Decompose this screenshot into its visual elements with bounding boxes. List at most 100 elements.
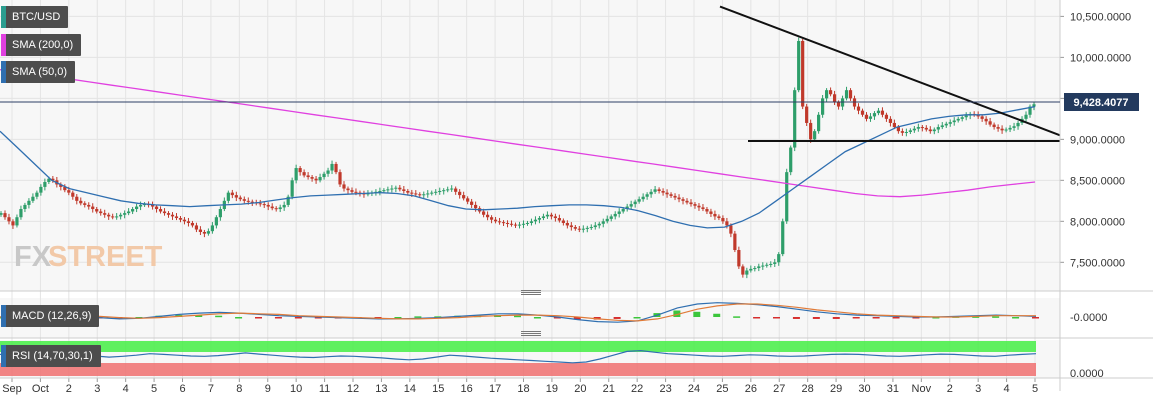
candle-body [7, 217, 11, 222]
candle-body [685, 200, 689, 203]
candle-body [466, 198, 470, 202]
candle-body [797, 40, 801, 91]
candle-body [980, 116, 984, 119]
candle-body [302, 172, 306, 176]
x-tick-label: 13 [375, 383, 387, 395]
candle-body [414, 193, 418, 195]
candle-body [801, 40, 805, 107]
macd-histogram-bar [633, 317, 641, 319]
x-tick-label: 23 [659, 383, 671, 395]
candle-body [737, 250, 741, 267]
macd-histogram-bar [553, 317, 561, 319]
macd-histogram-bar [1032, 317, 1039, 319]
pane-resize-handle-rsi[interactable] [521, 331, 541, 337]
candle-body [649, 191, 653, 195]
candle-body [79, 200, 83, 204]
rsi-overbought-band [0, 341, 1036, 352]
candle-body [406, 190, 410, 193]
candle-body [3, 213, 7, 218]
candle-body [23, 204, 27, 210]
candle-body [95, 209, 99, 212]
macd-histogram-bar [533, 317, 541, 319]
macd-histogram-bar [274, 317, 282, 319]
legend-rsi-label: RSI (14,70,30,1) [12, 350, 93, 362]
legend-pair-label: BTC/USD [12, 11, 61, 23]
candle-body [876, 110, 881, 114]
candle-body [892, 122, 897, 128]
candle-body [262, 204, 266, 206]
candle-body [310, 177, 314, 179]
x-tick-label: 18 [517, 383, 529, 395]
candle-body [665, 192, 669, 195]
macd-histogram-bar [972, 316, 980, 318]
candle-body [150, 204, 155, 207]
candle-body [573, 227, 577, 229]
candle-body [270, 206, 274, 209]
legend-pair[interactable]: BTC/USD [1, 6, 69, 28]
candle-body [31, 196, 35, 201]
candle-body [553, 216, 557, 219]
candle-body [178, 218, 183, 220]
candle-body [960, 117, 964, 119]
macd-histogram-bar [832, 317, 840, 319]
candle-body [505, 222, 510, 224]
candle-body [51, 178, 55, 181]
candle-body [565, 222, 569, 226]
descending-trendline [719, 5, 1061, 137]
candle-body [438, 190, 442, 192]
candle-body [593, 225, 597, 228]
x-tick-label: 16 [461, 383, 473, 395]
macd-histogram-bar [792, 317, 800, 319]
candle-body [19, 209, 23, 218]
candle-body [334, 163, 338, 173]
legend-sma200[interactable]: SMA (200,0) [1, 34, 82, 56]
candle-body [964, 115, 968, 118]
candle-body [194, 225, 199, 230]
candle-body [1000, 128, 1004, 131]
candle-body [509, 223, 514, 225]
x-tick-label: 26 [745, 383, 757, 395]
legend-macd[interactable]: MACD (12,26,9) [1, 305, 100, 327]
macd-histogram-bar [693, 311, 701, 317]
macd-histogram-bar [514, 315, 521, 318]
candle-body [809, 122, 813, 140]
x-tick-label: 3 [975, 383, 981, 395]
pane-resize-handle-macd[interactable] [521, 290, 541, 296]
candle-body [63, 186, 67, 191]
candle-body [669, 194, 673, 196]
macd-histogram-bar [872, 317, 880, 319]
candle-body [87, 204, 91, 207]
candle-body [729, 225, 733, 234]
candle-body [805, 106, 809, 123]
candle-body [641, 196, 645, 200]
legend-sma50[interactable]: SMA (50,0) [1, 61, 76, 83]
candle-body [856, 106, 861, 111]
rsi-swatch [1, 345, 6, 367]
macd-histogram-bar [314, 317, 322, 319]
sma200-swatch [1, 34, 6, 56]
legend-rsi[interactable]: RSI (14,70,30,1) [1, 345, 101, 367]
candle-body [1004, 129, 1008, 131]
candle-body [346, 188, 350, 191]
candle-body [158, 209, 163, 212]
sma50-line [0, 105, 1036, 229]
candle-body [577, 228, 581, 230]
candle-body [689, 202, 693, 205]
candle-body [226, 192, 230, 201]
rsi-panel [0, 341, 1037, 376]
candle-body [789, 147, 793, 173]
candle-body [773, 262, 777, 264]
candle-body [769, 263, 773, 265]
y-tick-label: 8,500.0000 [1070, 175, 1125, 187]
rsi-oversold-band [0, 363, 1036, 376]
candle-body [785, 172, 789, 222]
candle-body [481, 211, 486, 215]
candle-body [557, 218, 561, 221]
candle-body [234, 195, 238, 198]
x-tick-label: 31 [887, 383, 899, 395]
x-tick-label: 19 [546, 383, 558, 395]
x-tick-label: 10 [290, 383, 302, 395]
x-tick-label: 7 [208, 383, 214, 395]
